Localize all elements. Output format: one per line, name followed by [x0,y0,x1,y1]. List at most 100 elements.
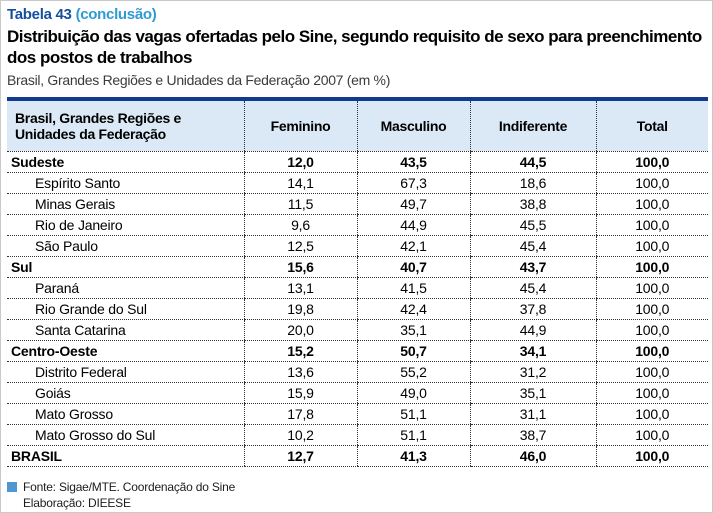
row-label: Goiás [7,382,244,404]
row-label: Mato Grosso [7,403,244,425]
table-row: Espírito Santo 14,1 67,3 18,6 100,0 [7,172,708,194]
table-row: Mato Grosso do Sul 10,2 51,1 38,7 100,0 [7,424,708,446]
row-label: São Paulo [7,235,244,257]
cell-indiferente: 45,4 [469,235,596,257]
cell-masculino: 55,2 [356,361,470,383]
cell-masculino: 42,4 [356,298,470,320]
table-row: Sul 15,6 40,7 43,7 100,0 [7,256,708,278]
cell-total: 100,0 [595,256,708,278]
cell-masculino: 49,0 [356,382,470,404]
cell-total: 100,0 [595,382,708,404]
table-suffix: (conclusão) [75,6,157,23]
cell-feminino: 12,0 [243,151,357,173]
table-row: Distrito Federal 13,6 55,2 31,2 100,0 [7,361,708,383]
table-row: Paraná 13,1 41,5 45,4 100,0 [7,277,708,299]
cell-masculino: 67,3 [356,172,470,194]
table-header: Brasil, Grandes Regiões e Unidades da Fe… [7,99,708,152]
cell-total: 100,0 [595,277,708,299]
row-label: Rio Grande do Sul [7,298,244,320]
cell-total: 100,0 [595,214,708,236]
cell-indiferente: 44,9 [469,319,596,341]
cell-masculino: 41,3 [356,445,470,467]
table-row: São Paulo 12,5 42,1 45,4 100,0 [7,235,708,257]
cell-total: 100,0 [595,403,708,425]
cell-masculino: 41,5 [356,277,470,299]
table-number: Tabela 43 [7,6,72,23]
table-row: BRASIL 12,7 41,3 46,0 100,0 [7,445,708,467]
cell-feminino: 14,1 [243,172,357,194]
cell-indiferente: 34,1 [469,340,596,362]
table-row: Rio de Janeiro 9,6 44,9 45,5 100,0 [7,214,708,236]
cell-indiferente: 45,5 [469,214,596,236]
cell-masculino: 49,7 [356,193,470,215]
row-label: Santa Catarina [7,319,244,341]
data-table: Brasil, Grandes Regiões e Unidades da Fe… [7,97,708,467]
cell-feminino: 17,8 [243,403,357,425]
table-row: Rio Grande do Sul 19,8 42,4 37,8 100,0 [7,298,708,320]
row-label: Distrito Federal [7,361,244,383]
cell-total: 100,0 [595,319,708,341]
cell-masculino: 50,7 [356,340,470,362]
table-row: Sudeste 12,0 43,5 44,5 100,0 [7,151,708,173]
table-row: Mato Grosso 17,8 51,1 31,1 100,0 [7,403,708,425]
cell-indiferente: 38,7 [469,424,596,446]
cell-total: 100,0 [595,424,708,446]
cell-feminino: 12,7 [243,445,357,467]
cell-masculino: 40,7 [356,256,470,278]
cell-feminino: 15,2 [243,340,357,362]
cell-total: 100,0 [595,151,708,173]
page-title: Distribuição das vagas ofertadas pelo Si… [7,27,702,67]
cell-feminino: 19,8 [243,298,357,320]
cell-total: 100,0 [595,235,708,257]
cell-indiferente: 37,8 [469,298,596,320]
table-row: Goiás 15,9 49,0 35,1 100,0 [7,382,708,404]
cell-indiferente: 31,2 [469,361,596,383]
table-header-row: Brasil, Grandes Regiões e Unidades da Fe… [7,99,708,152]
table-row: Centro-Oeste 15,2 50,7 34,1 100,0 [7,340,708,362]
cell-feminino: 10,2 [243,424,357,446]
elaboration-text: Elaboração: DIEESE [23,495,131,510]
cell-indiferente: 18,6 [469,172,596,194]
row-label: BRASIL [7,445,244,467]
cell-feminino: 13,6 [243,361,357,383]
cell-masculino: 42,1 [356,235,470,257]
cell-indiferente: 43,7 [469,256,596,278]
column-header-total: Total [595,99,708,152]
row-label: Minas Gerais [7,193,244,215]
column-header-region: Brasil, Grandes Regiões e Unidades da Fe… [7,99,244,152]
row-label: Mato Grosso do Sul [7,424,244,446]
cell-indiferente: 46,0 [469,445,596,467]
cell-feminino: 20,0 [243,319,357,341]
table-row: Minas Gerais 11,5 49,7 38,8 100,0 [7,193,708,215]
source-line: Fonte: Sigae/MTE. Coordenação do Sine [7,479,707,495]
cell-masculino: 35,1 [356,319,470,341]
cell-feminino: 13,1 [243,277,357,299]
row-label: Rio de Janeiro [7,214,244,236]
cell-feminino: 15,6 [243,256,357,278]
cell-feminino: 9,6 [243,214,357,236]
column-header-feminino: Feminino [243,99,357,152]
cell-indiferente: 38,8 [469,193,596,215]
source-text: Fonte: Sigae/MTE. Coordenação do Sine [23,479,236,494]
cell-indiferente: 31,1 [469,403,596,425]
cell-masculino: 44,9 [356,214,470,236]
source-block: Fonte: Sigae/MTE. Coordenação do Sine El… [7,479,707,511]
cell-total: 100,0 [595,445,708,467]
row-label: Paraná [7,277,244,299]
cell-indiferente: 35,1 [469,382,596,404]
cell-total: 100,0 [595,340,708,362]
cell-indiferente: 44,5 [469,151,596,173]
column-header-masculino: Masculino [356,99,470,152]
cell-total: 100,0 [595,298,708,320]
cell-indiferente: 45,4 [469,277,596,299]
source-marker-icon [7,481,17,492]
page-subtitle: Brasil, Grandes Regiões e Unidades da Fe… [7,72,391,88]
table-row: Santa Catarina 20,0 35,1 44,9 100,0 [7,319,708,341]
column-header-indiferente: Indiferente [469,99,596,152]
row-label: Sul [7,256,244,278]
cell-feminino: 12,5 [243,235,357,257]
table-body: Sudeste 12,0 43,5 44,5 100,0 Espírito Santo 14… [7,151,708,467]
cell-total: 100,0 [595,361,708,383]
row-label: Centro-Oeste [7,340,244,362]
cell-total: 100,0 [595,193,708,215]
